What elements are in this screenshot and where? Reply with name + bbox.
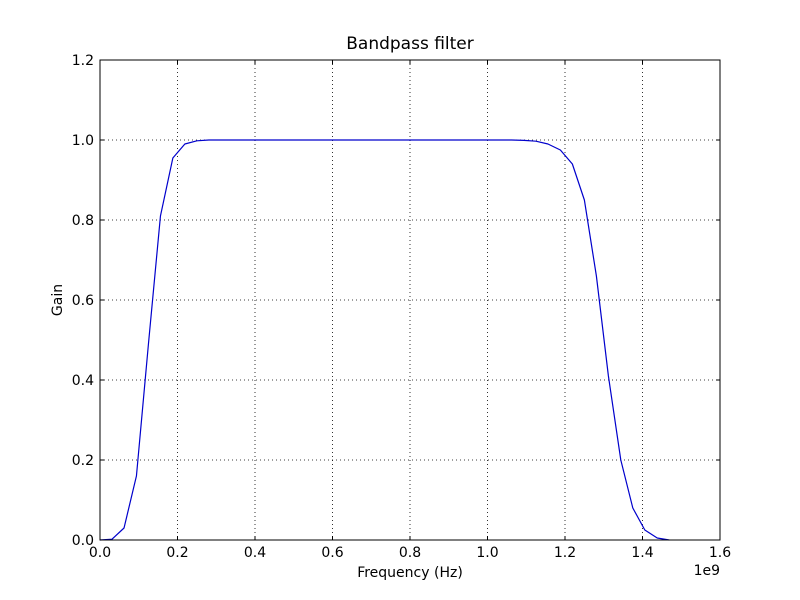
y-tick-label: 1.2 bbox=[72, 53, 94, 69]
series-layer bbox=[99, 139, 670, 541]
chart-title: Bandpass filter bbox=[346, 34, 474, 54]
y-tick-label: 0.0 bbox=[72, 533, 94, 549]
x-tick-label: 1.0 bbox=[476, 545, 498, 561]
tick-labels: 0.0 0.2 0.4 0.6 0.8 1.0 1.2 1.4 1.6 0.0 0.2 0.4 0.6 0… bbox=[72, 53, 731, 561]
y-tick-label: 1.0 bbox=[72, 133, 94, 149]
y-axis-label: Gain bbox=[50, 284, 66, 316]
x-tick-label: 0.2 bbox=[166, 545, 188, 561]
x-tick-label: 0.6 bbox=[321, 545, 343, 561]
x-tick-label: 1.6 bbox=[709, 545, 731, 561]
x-tick-label: 0.4 bbox=[244, 545, 266, 561]
y-tick-label: 0.8 bbox=[72, 213, 94, 229]
y-tick-label: 0.4 bbox=[72, 373, 94, 389]
y-tick-label: 0.6 bbox=[72, 293, 94, 309]
ticks bbox=[99, 59, 721, 541]
x-tick-label: 0.0 bbox=[89, 545, 111, 561]
y-tick-label: 0.2 bbox=[72, 453, 94, 469]
gain-series-line bbox=[99, 139, 670, 541]
x-axis-label: Frequency (Hz) bbox=[357, 565, 463, 581]
x-tick-label: 0.8 bbox=[399, 545, 421, 561]
x-tick-label: 1.2 bbox=[554, 545, 576, 561]
x-tick-label: 1.4 bbox=[631, 545, 653, 561]
x-offset-label: 1e9 bbox=[694, 563, 720, 579]
